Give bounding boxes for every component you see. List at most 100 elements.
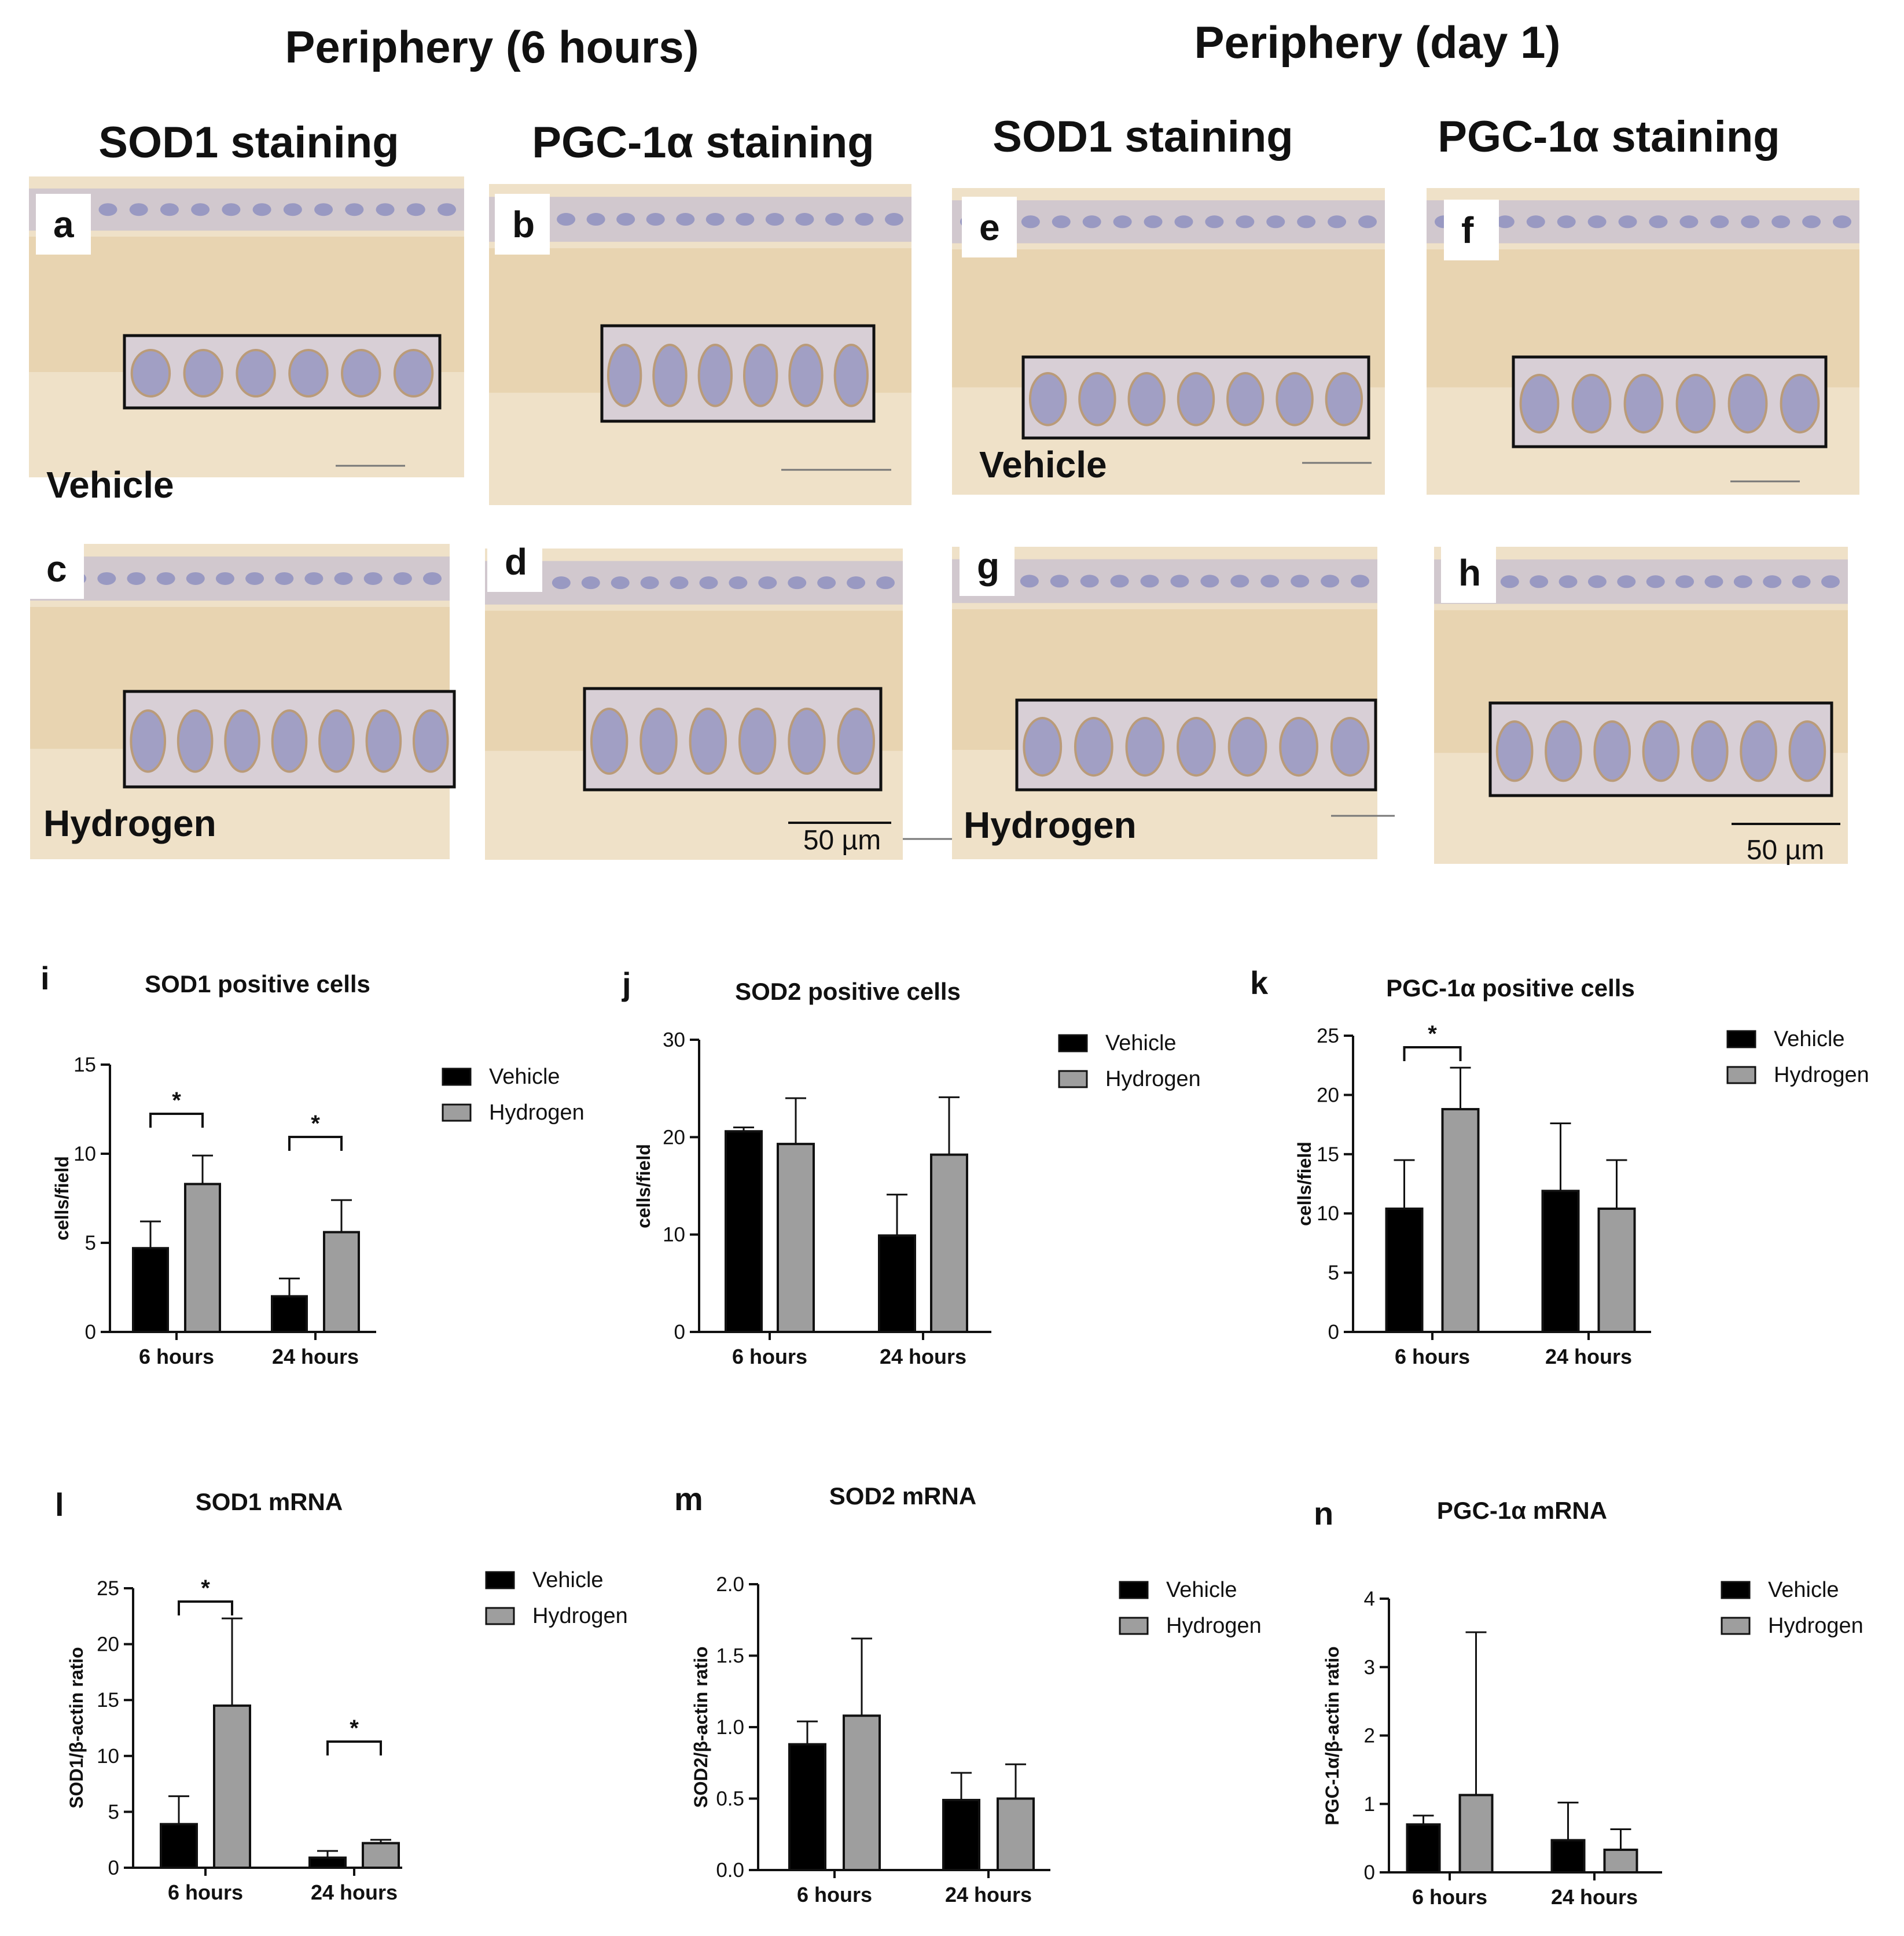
significance-star: * [1428, 1021, 1437, 1047]
inset-background [602, 326, 874, 421]
panel-letter-bg [960, 535, 1015, 596]
bar-hydrogen [930, 1153, 968, 1333]
bar-hydrogen [997, 1797, 1035, 1871]
inset-box [600, 324, 876, 423]
y-axis-label: SOD1/β-actin ratio [66, 1647, 87, 1808]
y-tick-label: 10 [663, 1224, 685, 1246]
y-tick-label: 1.5 [716, 1645, 744, 1668]
significance-bracket [326, 1740, 382, 1755]
chart-title: PGC-1α positive cells [1386, 974, 1635, 1002]
y-tick-label: 0 [85, 1321, 96, 1344]
y-tick-label: 30 [663, 1029, 685, 1051]
panel-letter-bg [962, 197, 1017, 257]
y-tick-label: 5 [1328, 1262, 1339, 1284]
x-tick-label: 24 hours [272, 1345, 359, 1368]
y-axis-label: cells/field [1294, 1142, 1315, 1226]
chart-panel-letter: m [674, 1481, 703, 1517]
epithelium-layer [489, 197, 911, 242]
significance-star: * [350, 1716, 359, 1741]
chart-j: j SOD2 positive cells 0 10 20 30 cells/field 6 … [622, 966, 1201, 1368]
x-tick-label: 24 hours [945, 1883, 1032, 1906]
inset-box [123, 334, 442, 410]
epithelium-layer [29, 188, 464, 231]
legend-swatch [442, 1103, 472, 1122]
micrograph-b: b [489, 184, 911, 505]
chart-title: PGC-1α mRNA [1437, 1497, 1607, 1524]
panel-letter: a [53, 204, 74, 245]
epithelium-layer [1434, 559, 1848, 604]
y-tick-label: 5 [85, 1232, 96, 1254]
y-tick-label: 0.0 [716, 1859, 744, 1882]
chart-panel-letter: i [41, 960, 50, 996]
inset-box [123, 690, 456, 789]
panel-letter-bg [1441, 542, 1496, 603]
legend-swatch [1119, 1617, 1149, 1635]
micrograph-h: h 50 µm [1434, 542, 1848, 866]
scale-bar-label: 50 µm [1747, 835, 1824, 866]
bar-hydrogen [843, 1714, 881, 1871]
significance-bracket [288, 1136, 343, 1151]
nuclei [960, 575, 1369, 588]
y-axis-label: SOD2/β-actin ratio [690, 1646, 711, 1808]
chart-i: i SOD1 positive cells 0 5 10 15 cells/field 6 h… [41, 960, 585, 1368]
inset-box [1488, 701, 1833, 797]
chart-l: l SOD1 mRNA 0 5 10 15 20 25 SOD1/β-actin ratio 6 … [55, 1486, 628, 1904]
inset-cells [130, 709, 449, 773]
condition-label: Vehicle [979, 444, 1107, 485]
significance-star: * [311, 1111, 320, 1136]
micrograph-g: g Hydrogen [952, 535, 1395, 859]
bar-hydrogen [1597, 1208, 1636, 1334]
legend-label: Hydrogen [532, 1604, 628, 1628]
y-tick-label: 5 [108, 1801, 119, 1823]
chart-panel-letter: n [1314, 1495, 1333, 1532]
legend-swatch [1058, 1034, 1088, 1052]
chart-panel-letter: l [55, 1486, 64, 1523]
chart-title: SOD2 positive cells [735, 978, 961, 1005]
condition-label: Vehicle [46, 464, 174, 506]
bar-hydrogen [1603, 1848, 1638, 1874]
inset-cells [1028, 372, 1363, 426]
legend-swatch [1721, 1581, 1751, 1599]
y-tick-label: 15 [1317, 1143, 1339, 1166]
y-tick-label: 0.5 [716, 1788, 744, 1810]
inset-background [1513, 357, 1826, 447]
inset-box [1021, 355, 1370, 440]
panel-letter: b [512, 204, 535, 245]
y-tick-label: 20 [97, 1633, 119, 1656]
legend-label: Vehicle [532, 1568, 604, 1592]
bar-vehicle [132, 1247, 169, 1333]
panel-letter: d [505, 541, 527, 583]
y-tick-label: 15 [73, 1054, 96, 1076]
chart-title: SOD1 mRNA [196, 1488, 343, 1515]
y-tick-label: 0 [674, 1321, 685, 1344]
bar-hydrogen [777, 1143, 815, 1334]
x-tick-label: 6 hours [1412, 1885, 1487, 1909]
y-tick-label: 1 [1364, 1793, 1375, 1816]
inset-cells [130, 349, 434, 397]
nuclei [37, 203, 456, 216]
legend-label: Hydrogen [489, 1100, 585, 1125]
legend-label: Hydrogen [1105, 1067, 1201, 1091]
bar-vehicle [725, 1130, 763, 1333]
panel-letter-bg [29, 538, 84, 599]
bar-hydrogen [213, 1704, 251, 1869]
y-axis-label: cells/field [52, 1156, 72, 1241]
y-tick-label: 10 [1317, 1202, 1339, 1225]
legend-label: Vehicle [1774, 1027, 1845, 1051]
panel-letter: f [1461, 209, 1474, 251]
x-tick-label: 6 hours [139, 1345, 214, 1368]
legend-label: Vehicle [1768, 1578, 1839, 1602]
legend-label: Hydrogen [1166, 1614, 1262, 1638]
bar-hydrogen [362, 1842, 400, 1869]
legend-label: Hydrogen [1768, 1614, 1863, 1638]
panel-letter-bg [487, 531, 542, 592]
epithelium-layer [952, 559, 1377, 603]
panel-letter-bg [495, 194, 550, 255]
bar-hydrogen [323, 1231, 360, 1334]
scale-bar-label: 50 µm [803, 825, 881, 856]
chart-n: n PGC-1α mRNA 0 1 2 3 4 PGC-1α/β-actin ratio 6 h… [1314, 1495, 1863, 1909]
inset-cells [1519, 374, 1820, 434]
significance-bracket [178, 1600, 233, 1615]
x-tick-label: 6 hours [168, 1880, 243, 1904]
chart-m: m SOD2 mRNA 0.0 0.5 1.0 1.5 2.0 SOD2/β-actin ra… [674, 1481, 1262, 1906]
